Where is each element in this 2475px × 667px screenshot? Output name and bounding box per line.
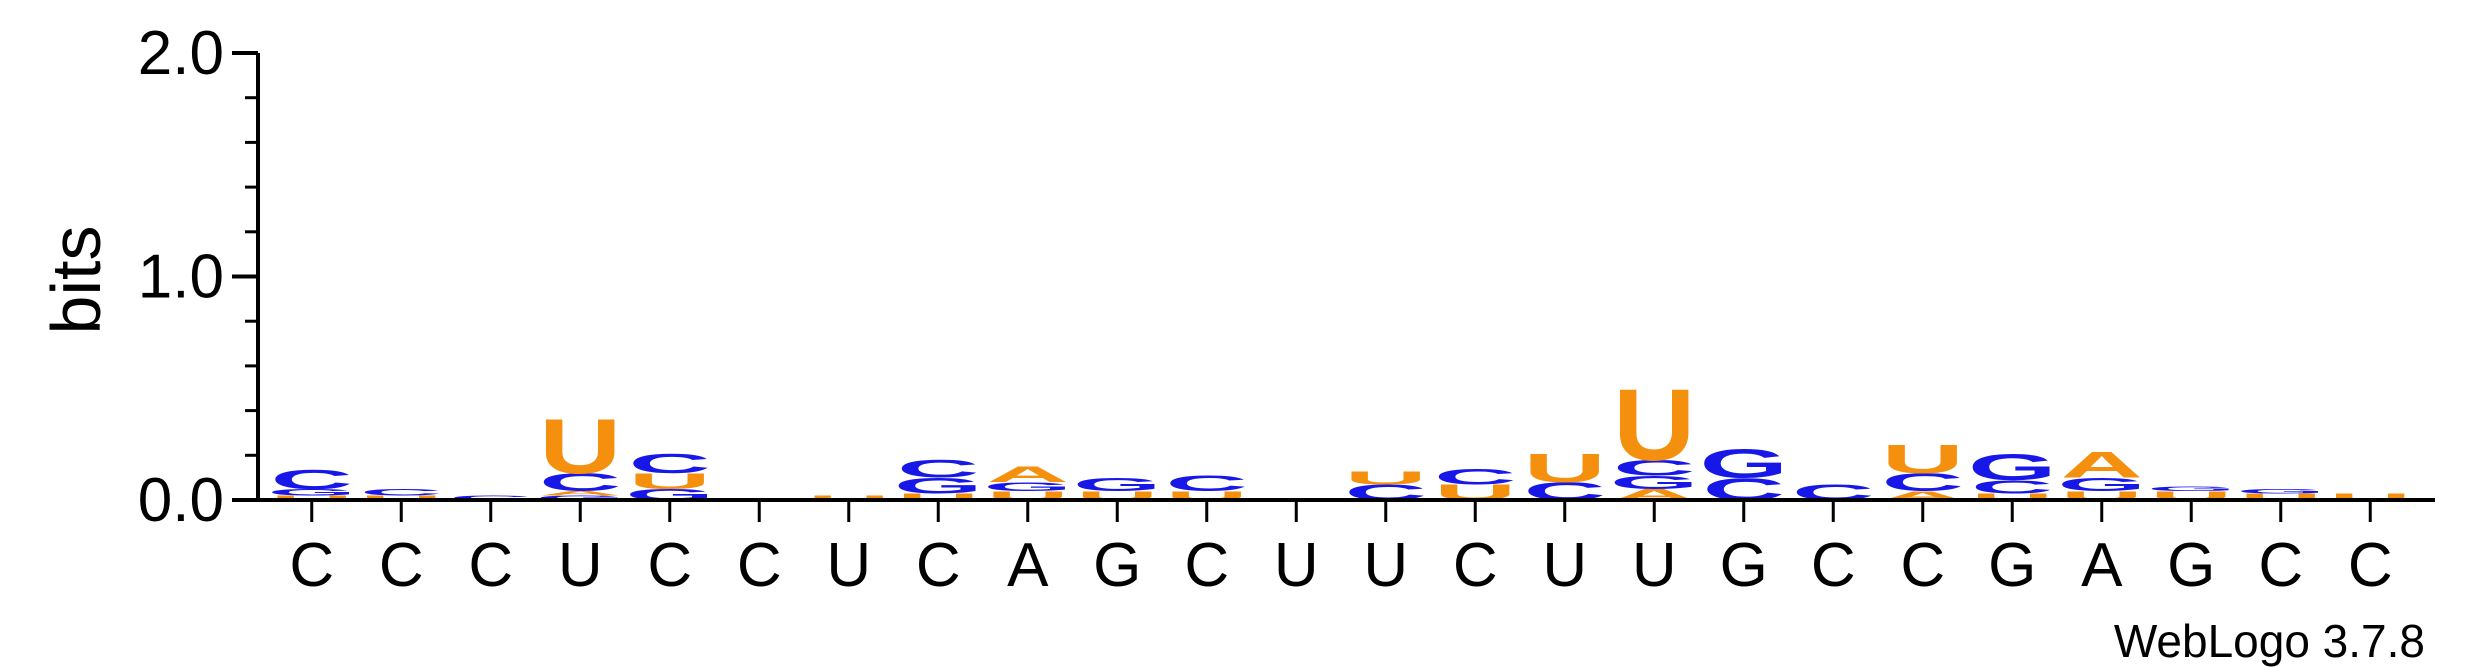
logo-glyph: U xyxy=(897,492,979,502)
logo-glyph: G xyxy=(1699,442,1788,487)
logo-glyph: A xyxy=(2061,444,2143,486)
x-tick-label: C xyxy=(289,531,334,600)
x-tick-label: C xyxy=(468,531,513,600)
x-tick-label: C xyxy=(737,531,782,600)
x-tick-label: U xyxy=(1542,531,1587,600)
logo-glyph: G xyxy=(894,474,983,498)
logo-glyph: U xyxy=(2240,492,2322,502)
logo-glyph: U xyxy=(1971,492,2053,502)
logo-glyph: U xyxy=(271,494,353,501)
logo-glyph: U xyxy=(629,469,711,493)
logo-glyph: A xyxy=(539,490,621,497)
x-tick-label: G xyxy=(1988,531,2036,600)
logo-glyph: A xyxy=(987,463,1069,487)
logo-glyph: G xyxy=(1968,446,2057,488)
x-tick-label: A xyxy=(1007,531,1049,600)
x-tick-label: C xyxy=(1811,531,1856,600)
logo-glyph: C xyxy=(1613,456,1695,480)
x-tick-label: A xyxy=(2081,531,2123,600)
logo-glyph: C xyxy=(897,455,979,483)
x-tick-label: G xyxy=(1720,531,1768,600)
y-tick-label: 1.0 xyxy=(138,243,224,312)
logo-glyph: U xyxy=(360,494,442,501)
x-tick-label: C xyxy=(2258,531,2303,600)
y-tick-label: 2.0 xyxy=(138,19,224,88)
logo-glyph: C xyxy=(1434,465,1516,489)
logo-glyph: U xyxy=(1613,367,1695,481)
weblogo-credit: WebLogo 3.7.8 xyxy=(2114,615,2425,667)
x-tick-label: C xyxy=(647,531,692,600)
y-axis-label: bits xyxy=(37,226,115,335)
logo-glyph: U xyxy=(539,403,621,490)
logo-glyph: G xyxy=(2057,474,2146,495)
logo-glyph: U xyxy=(808,494,890,501)
x-tick-label: C xyxy=(2348,531,2393,600)
logo-glyph: C xyxy=(360,487,442,497)
x-tick-label: U xyxy=(558,531,603,600)
logo-glyph: U xyxy=(1524,446,1606,491)
logo-glyph: C xyxy=(1166,472,1248,496)
logo-glyph: U xyxy=(1345,468,1427,489)
logo-glyph: C xyxy=(1971,477,2053,498)
x-tick-label: U xyxy=(1363,531,1408,600)
y-tick-label: 0.0 xyxy=(138,466,224,535)
y-axis: 2.0 1.0 0.0 xyxy=(138,19,260,535)
x-tick-label: U xyxy=(1274,531,1319,600)
x-tick-label: C xyxy=(1900,531,1945,600)
logo-glyph: C xyxy=(271,464,353,495)
x-tick-label: C xyxy=(916,531,961,600)
logo-glyph: U xyxy=(2329,492,2411,502)
logo-glyph: G xyxy=(1610,472,1699,493)
logo-glyph: G xyxy=(1073,474,1162,495)
x-tick-label: C xyxy=(1184,531,1229,600)
x-tick-label: G xyxy=(1093,531,1141,600)
logo-glyph: G xyxy=(2236,488,2325,495)
x-tick-label: C xyxy=(379,531,424,600)
logo-glyph: U xyxy=(1882,437,1964,482)
logo-glyph: G xyxy=(983,480,1072,494)
logo-glyph: C xyxy=(450,494,532,501)
x-tick-label: U xyxy=(1632,531,1677,600)
logo-glyph: G xyxy=(2147,486,2236,493)
x-tick-label: C xyxy=(1453,531,1498,600)
logo-glyph: C xyxy=(1882,469,1964,497)
x-tick-label: G xyxy=(2167,531,2215,600)
logo-glyph: C xyxy=(629,448,711,479)
x-tick-label: U xyxy=(826,531,871,600)
logo-glyph: G xyxy=(536,494,625,501)
logo-glyph: C xyxy=(539,469,621,497)
logo-glyph: G xyxy=(267,487,356,497)
